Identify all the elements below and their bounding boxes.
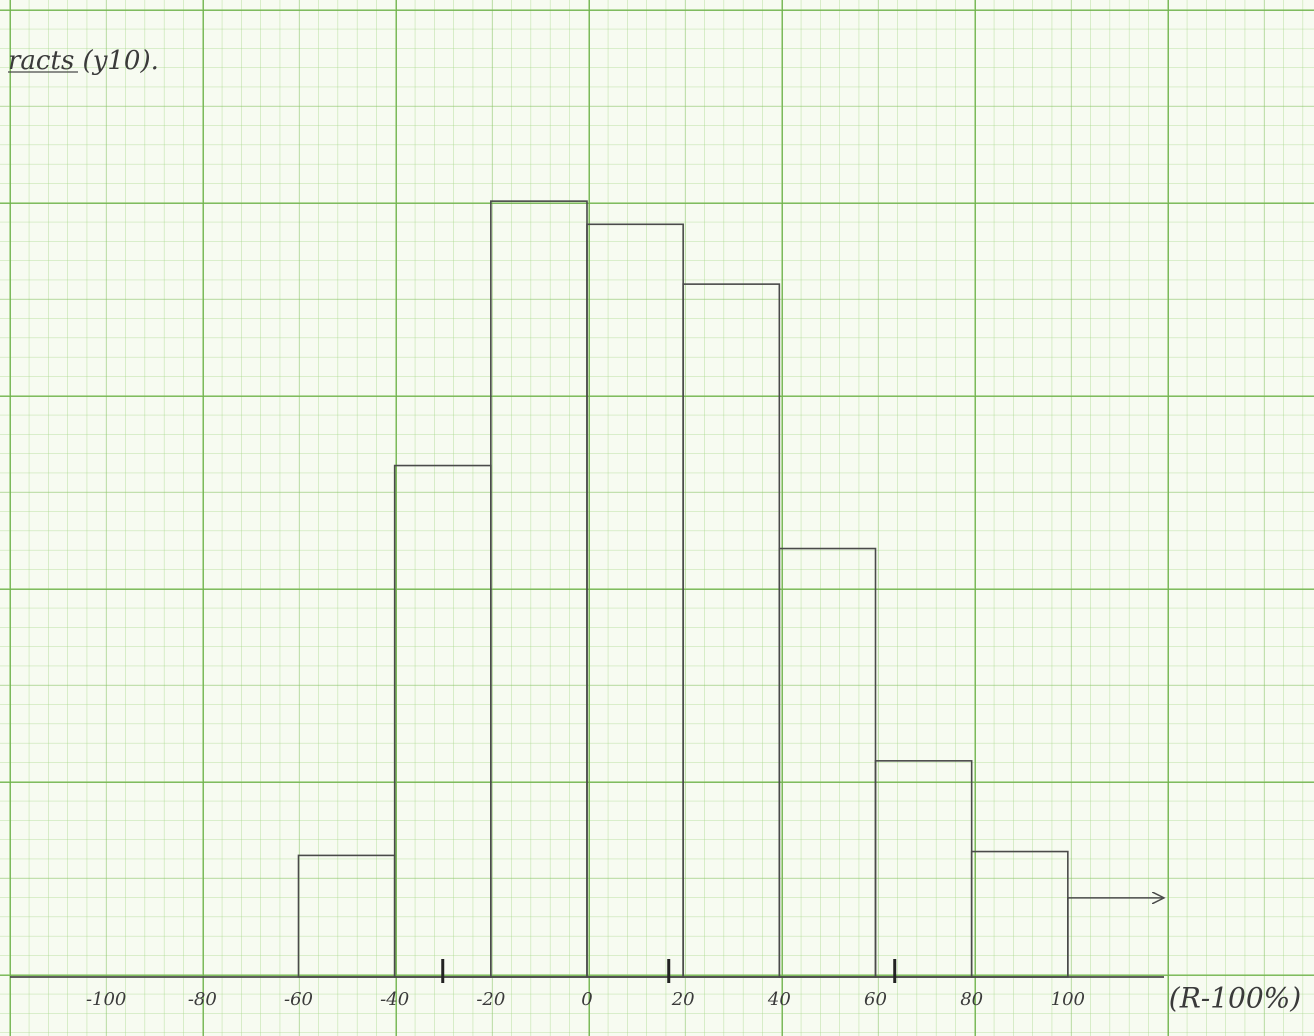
x-tick-label: -80 xyxy=(188,989,217,1010)
x-tick-label: 60 xyxy=(864,989,887,1010)
x-tick-label: -100 xyxy=(86,989,126,1010)
paper-grid-major xyxy=(0,0,1314,1036)
x-axis-label: (R-100%) xyxy=(1169,982,1301,1015)
x-tick-label: -60 xyxy=(284,989,313,1010)
x-tick-label: 80 xyxy=(960,989,983,1010)
x-tick-label: 40 xyxy=(767,989,791,1010)
x-tick-label: 0 xyxy=(581,989,592,1010)
page: racts (y10). (R-100%) -100-80-60-40-2002… xyxy=(0,0,1314,1036)
x-tick-label: 20 xyxy=(671,989,695,1010)
x-tick-label: -40 xyxy=(380,989,409,1010)
chart: racts (y10). (R-100%) -100-80-60-40-2002… xyxy=(0,0,1314,1036)
x-tick-label: 100 xyxy=(1051,989,1085,1010)
x-tick-label: -20 xyxy=(476,989,505,1010)
